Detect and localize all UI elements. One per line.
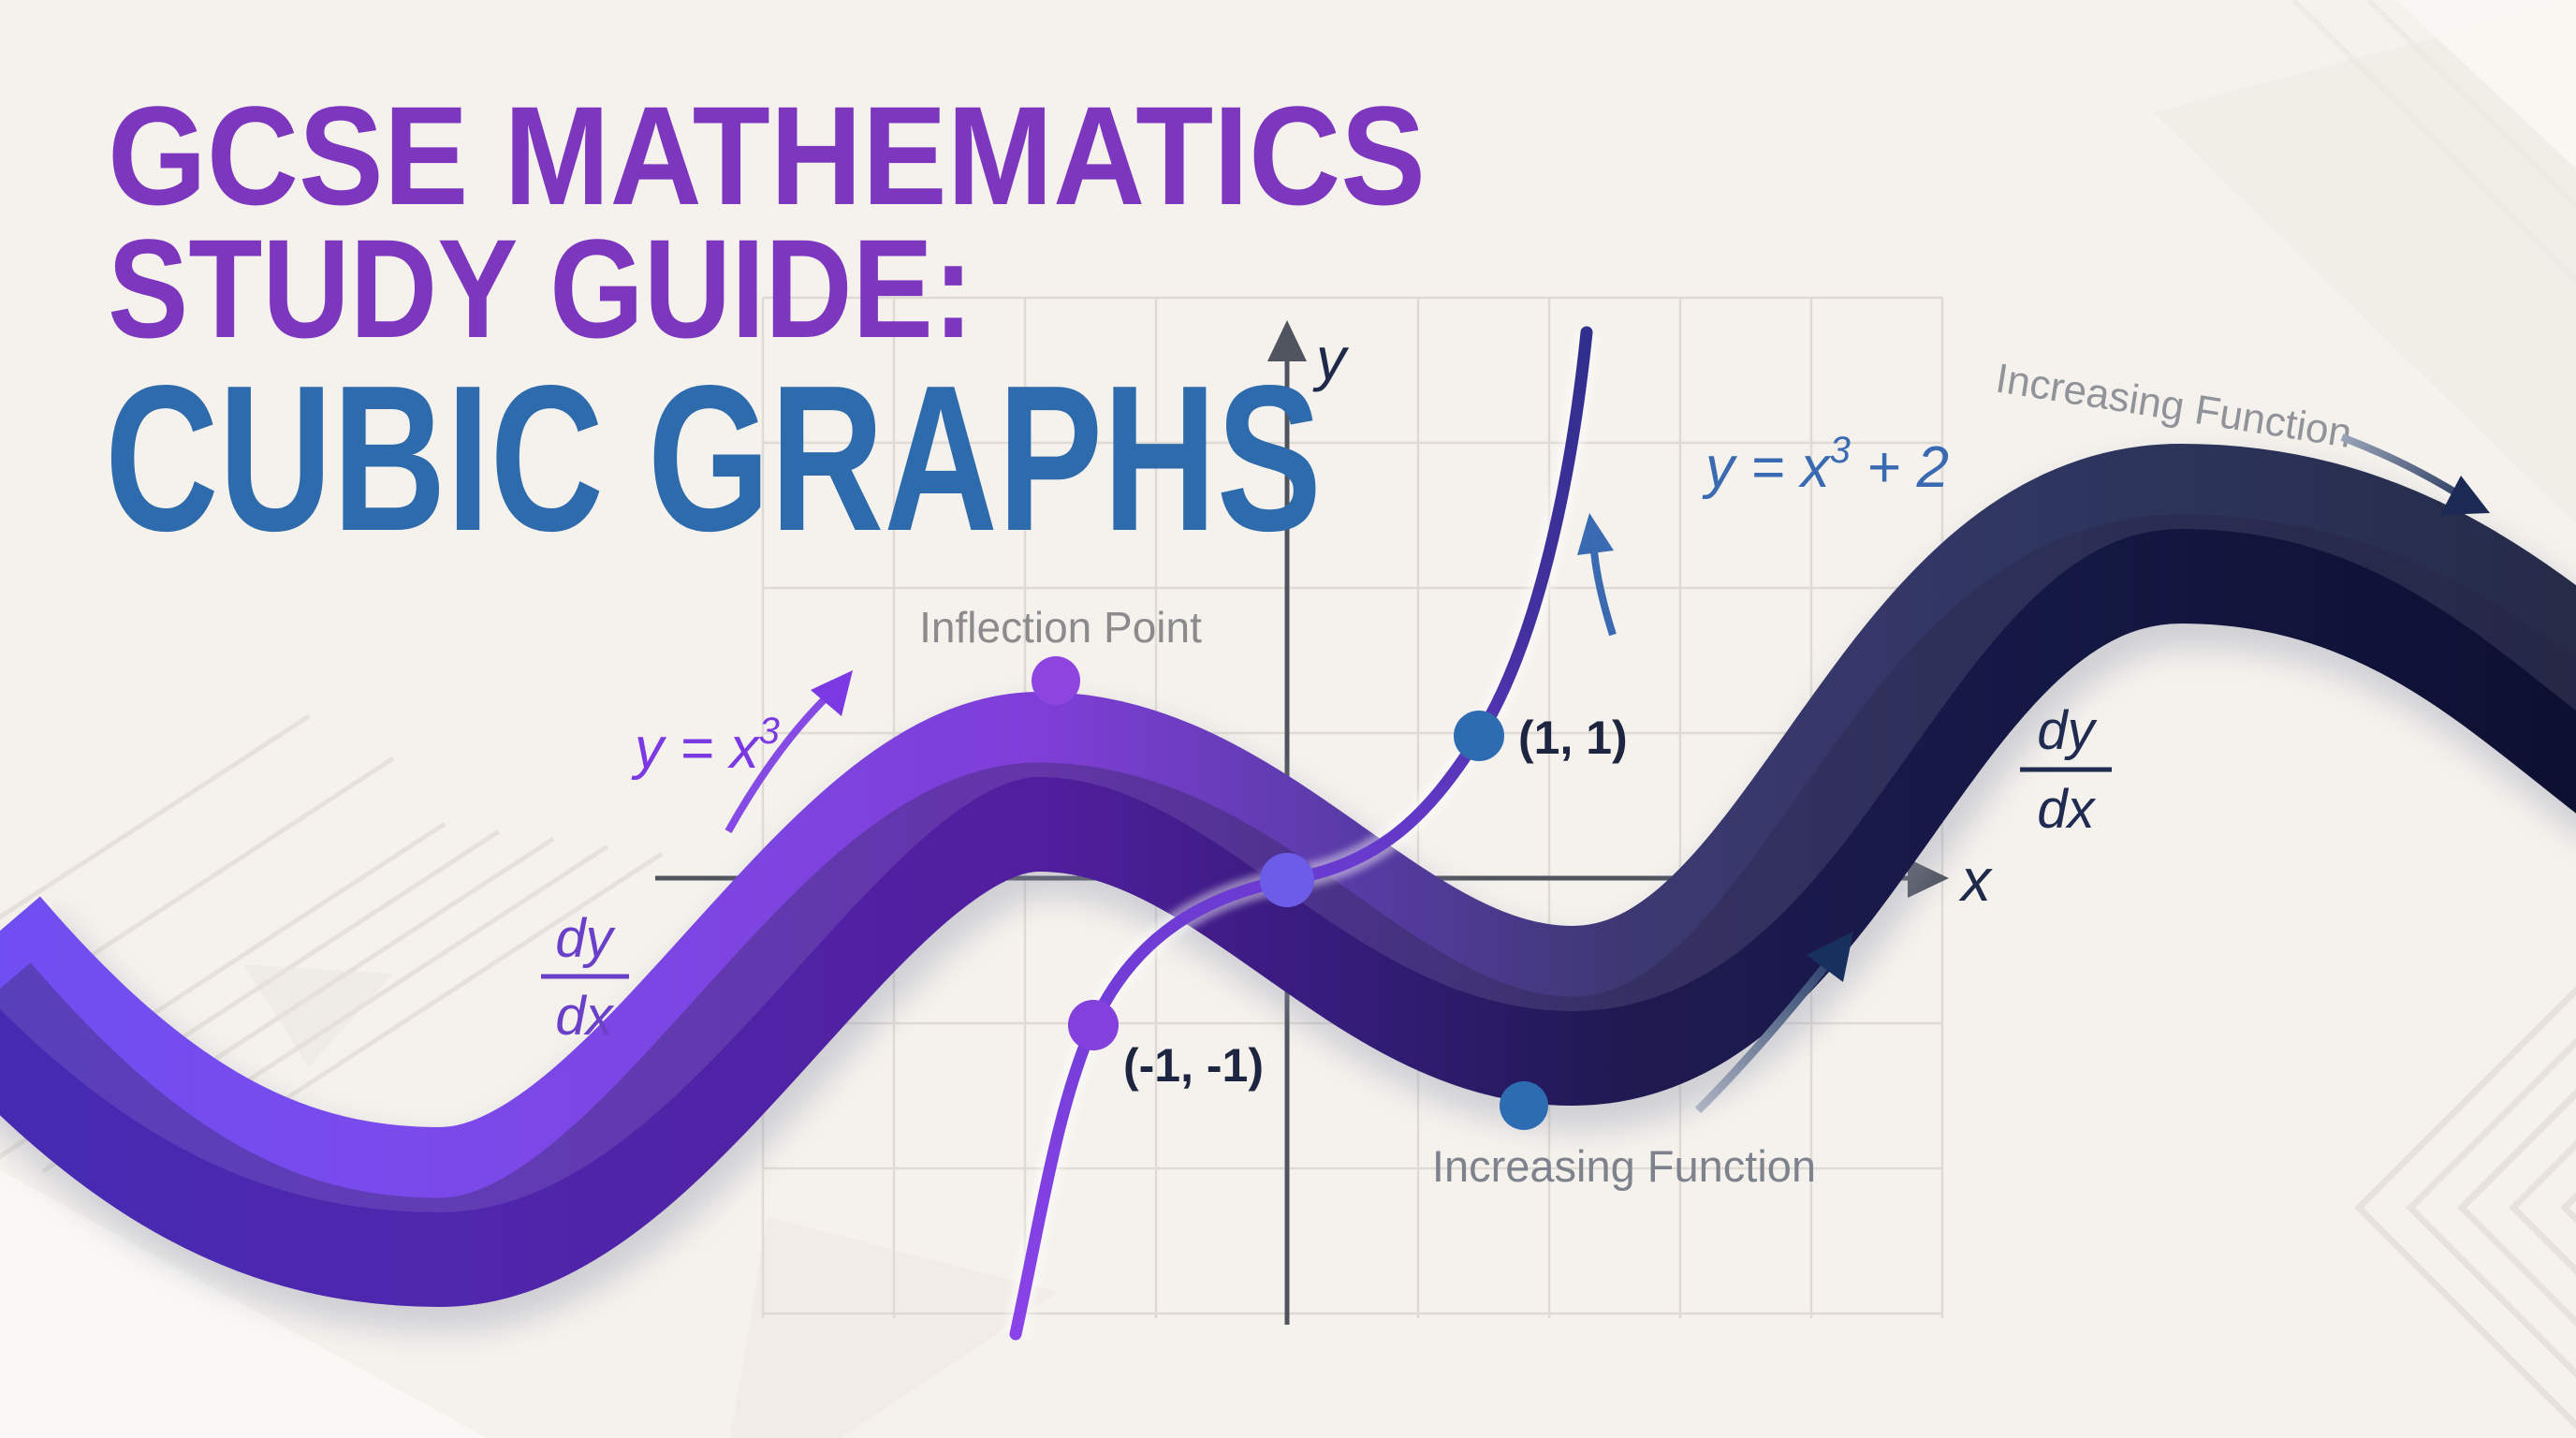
point-pos-label: (1, 1)	[1518, 712, 1628, 764]
increasing-bottom-arrow	[1694, 954, 1837, 1114]
equation-y-x3: y = x3	[631, 711, 780, 781]
origin-dot	[1260, 853, 1314, 907]
title-line-2: STUDY GUIDE:	[108, 210, 973, 367]
derivative-right: dy dx	[2020, 700, 2112, 840]
x-axis-label: x	[1958, 846, 1993, 914]
point-pos-dot	[1454, 711, 1504, 761]
increasing-function-bottom-label: Increasing Function	[1432, 1141, 1816, 1191]
increasing-bottom-arrowhead	[1807, 932, 1853, 982]
inflection-point-dot	[1032, 656, 1080, 705]
inflection-point-label: Inflection Point	[919, 603, 1202, 652]
title-line-1: GCSE MATHEMATICS	[108, 77, 1426, 234]
point-neg-label: (-1, -1)	[1123, 1039, 1264, 1092]
equation-y-x3-plus-2: y = x3 + 2	[1702, 430, 1949, 500]
equation-y-x3-arrow	[724, 685, 839, 833]
derivative-right-denominator: dx	[2037, 779, 2096, 840]
equation-y-x3-arrowhead	[811, 670, 853, 716]
derivative-left-numerator: dy	[555, 908, 615, 969]
title-line-3: CUBIC GRAPHS	[105, 343, 1322, 575]
increasing-top-arrowhead	[2440, 476, 2490, 515]
equation2-arrowhead	[1577, 513, 1614, 555]
derivative-right-numerator: dy	[2037, 700, 2097, 761]
point-neg-dot	[1068, 1000, 1119, 1050]
trough-dot	[1500, 1081, 1548, 1130]
derivative-left-denominator: dx	[555, 986, 614, 1047]
chevron-rings	[2354, 986, 2576, 1430]
ribbon-wave	[0, 443, 2576, 1308]
derivative-left: dy dx	[541, 908, 629, 1047]
y-axis-label: y	[1312, 325, 1350, 392]
title-block: GCSE MATHEMATICS STUDY GUIDE: CUBIC GRAP…	[105, 77, 1426, 575]
y-axis-arrowhead	[1267, 320, 1307, 361]
marked-points	[1032, 656, 1548, 1130]
corner-lines	[2291, 0, 2576, 284]
ribbon-shading	[0, 406, 2576, 1353]
